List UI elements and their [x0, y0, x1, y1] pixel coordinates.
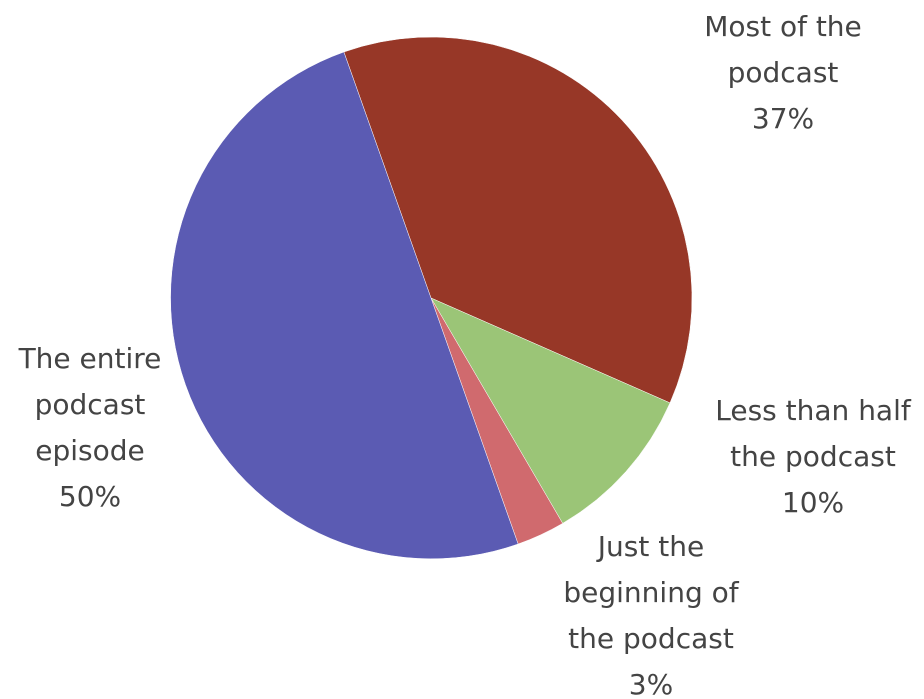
slice-label-line: podcast [728, 56, 839, 89]
slice-label-line: episode [35, 434, 145, 467]
slice-label-line: podcast [35, 388, 146, 421]
slice-value-label: 37% [752, 102, 814, 135]
slice-label-line: Less than half [715, 394, 912, 427]
pie-slice [170, 51, 519, 559]
slice-label: Most of the podcast 37% [704, 10, 862, 135]
slice-label: Less than half the podcast 10% [715, 394, 912, 519]
slice-label-line: The entire [18, 342, 162, 375]
slice-label-line: the podcast [568, 622, 734, 655]
slice-value-label: 50% [59, 480, 121, 513]
pie-slice [343, 36, 693, 404]
slice-label: The entire podcast episode 50% [18, 342, 162, 513]
slice-label-line: the podcast [730, 440, 896, 473]
slice-label-line: beginning of [563, 576, 739, 609]
slice-label-line: Most of the [704, 10, 862, 43]
pie-slices [170, 36, 693, 559]
pie-slice [430, 297, 671, 524]
slice-value-label: 10% [782, 486, 844, 519]
pie-labels: Most of the podcast 37% Less than half the p… [18, 10, 912, 699]
slice-label: Just the beginning of the podcast 3% [563, 530, 739, 695]
slice-value-label: 3% [629, 668, 673, 695]
slice-label-line: Just the [596, 530, 704, 563]
